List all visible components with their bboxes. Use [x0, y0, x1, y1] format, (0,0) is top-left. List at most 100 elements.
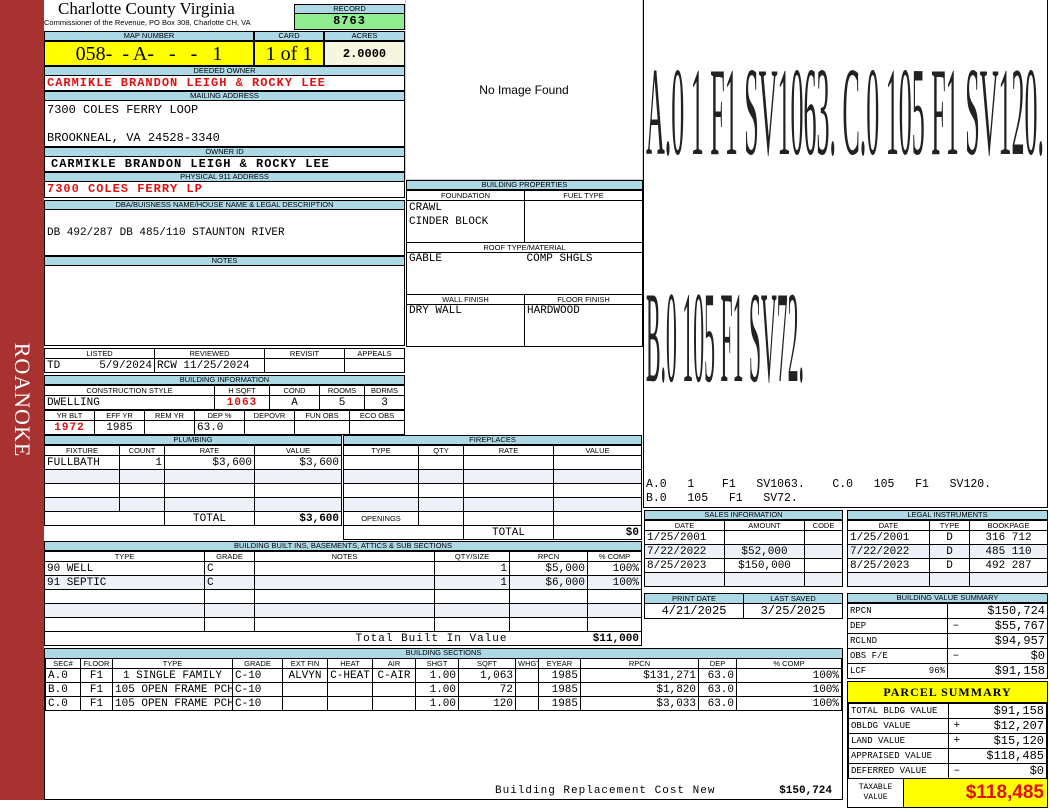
parcel-summary: PARCEL SUMMARY TOTAL BLDG VALUE $91,158 OB…: [847, 681, 1048, 808]
column-header: DEP: [698, 658, 737, 669]
reviewed-date: 11/25/2024: [183, 359, 250, 372]
sketch-legend-line: A.0 1 F1 SV1063. C.0 105 F1 SV120.: [646, 478, 992, 491]
foundation-label: FOUNDATION: [406, 190, 525, 201]
summary-sign: [947, 663, 964, 679]
acres-value: 2.0000: [324, 41, 405, 66]
openings-label: OPENINGS: [343, 511, 419, 526]
builtins-total-label: Total Built In Value: [254, 631, 510, 646]
summary-name: DEP: [850, 621, 867, 631]
reviewed-label: REVIEWED: [154, 348, 265, 359]
table-cell: 72: [458, 682, 516, 697]
table-cell: [929, 572, 970, 587]
owner-id-label: OWNER ID: [44, 147, 405, 157]
column-header: NOTES: [254, 551, 435, 562]
physical-address: 7300 COLES FERRY LP: [44, 182, 405, 198]
fuel-label: FUEL TYPE: [524, 190, 643, 201]
table-cell: F1: [80, 682, 113, 697]
notes-box: [44, 266, 405, 346]
summary-label: APPRAISED VALUE: [848, 748, 949, 764]
table-cell: [282, 696, 328, 711]
legal-instruments: LEGAL INSTRUMENTS DATE TYPE BOOKPAGE 1/25/2…: [847, 510, 1048, 587]
sales-information: SALES INFORMATION DATE AMOUNT CODE 1/25/200…: [644, 510, 843, 587]
column-header: FIXTURE: [44, 445, 120, 456]
table-cell: $1,820: [580, 682, 699, 697]
table-row: [644, 572, 843, 587]
table-cell: 1: [119, 455, 165, 470]
summary-value: $12,207: [964, 718, 1047, 734]
record-number: 8763: [294, 14, 405, 30]
table-cell: [804, 544, 843, 559]
table-cell: A.0: [45, 668, 81, 683]
column-header: YR BLT: [44, 410, 95, 421]
builtins-total: $11,000: [509, 631, 642, 646]
summary-value: $0: [964, 763, 1047, 779]
table-cell: [119, 497, 165, 512]
table-cell: C: [204, 575, 255, 590]
property-photo: No Image Found: [405, 0, 643, 180]
table-cell: [724, 530, 805, 545]
table-cell: [724, 572, 805, 587]
table-cell: DWELLING: [44, 395, 215, 410]
plumbing-total-label: TOTAL: [164, 511, 255, 526]
table-cell: C-AIR: [372, 668, 416, 683]
column-header: TYPE: [112, 658, 233, 669]
column-header: DATE: [847, 520, 930, 531]
table-row: 91 SEPTIC C 1 $6,000 100%: [44, 575, 642, 590]
appeals-value: [344, 358, 405, 373]
plumbing-label: PLUMBING: [44, 435, 342, 445]
column-header: TYPE: [44, 551, 205, 562]
column-header: COND: [269, 385, 320, 396]
table-cell: [254, 589, 435, 604]
table-row: [44, 497, 342, 512]
column-header: GRADE: [204, 551, 255, 562]
roof-label: ROOF TYPE/MATERIAL: [406, 242, 643, 253]
sketch-label: A.0 1 F1 SV1063. C.0 105 F1 SV120.: [646, 43, 1044, 182]
table-cell: [343, 497, 419, 512]
table-cell: [244, 420, 295, 435]
table-cell: C-10: [232, 668, 283, 683]
summary-row: RPCN $150,724: [847, 603, 1048, 619]
no-image-text: No Image Found: [479, 82, 569, 97]
column-header: BOOKPAGE: [969, 520, 1048, 531]
table-cell: 5: [319, 395, 365, 410]
summary-row: DEP – $55,767: [847, 618, 1048, 634]
summary-label: DEP: [847, 618, 948, 634]
summary-label: OBLDG VALUE: [848, 718, 949, 734]
county-header: Charlotte County Virginia Commissioner o…: [44, 0, 294, 31]
wall-label: WALL FINISH: [406, 294, 525, 305]
table-cell: 105 OPEN FRAME PCH: [112, 696, 233, 711]
table-cell: [254, 575, 435, 590]
table-cell: 8/25/2023: [644, 558, 725, 573]
column-header: FLOOR: [80, 658, 113, 669]
deeded-owner-label: DEEDED OWNER: [44, 66, 405, 76]
taxable-label: TAXABLE VALUE: [848, 779, 904, 807]
listed-date: 5/9/2024: [99, 359, 152, 372]
table-cell: $131,271: [580, 668, 699, 683]
sketch-label: B.0 105 F1 SV72.: [646, 266, 804, 410]
table-cell: 8/25/2023: [847, 558, 930, 573]
table-cell: [418, 483, 464, 498]
table-row: [44, 469, 342, 484]
roof-type: GABLE: [406, 252, 525, 295]
table-cell: 120: [458, 696, 516, 711]
table-row: 7/22/2022 D 485 110: [847, 544, 1048, 559]
mailing-line1: 7300 COLES FERRY LOOP: [47, 103, 199, 117]
foundation-value: CRAWL CINDER BLOCK: [406, 200, 525, 243]
building-value-summary: BUILDING VALUE SUMMARY RPCN $150,724 DEP – $…: [847, 593, 1048, 679]
summary-value: $91,158: [963, 663, 1048, 679]
table-cell: 63.0: [698, 682, 737, 697]
table-cell: [327, 696, 373, 711]
table-cell: [204, 603, 255, 618]
table-cell: [434, 589, 510, 604]
table-cell: 90 WELL: [44, 561, 205, 576]
table-cell: [418, 497, 464, 512]
table-cell: [119, 483, 165, 498]
map-number: 058- - A- - - 1: [44, 41, 254, 66]
floor-value: HARDWOOD: [524, 304, 643, 347]
table-cell: [463, 455, 554, 470]
sketch-label-1: A.0 1 F1 SV1063. C.0 105 F1 SV120.: [646, 43, 1044, 182]
table-cell: [44, 589, 205, 604]
table-cell: 1: [434, 561, 510, 576]
summary-name: LAND VALUE: [851, 736, 906, 746]
column-header: ROOMS: [319, 385, 365, 396]
